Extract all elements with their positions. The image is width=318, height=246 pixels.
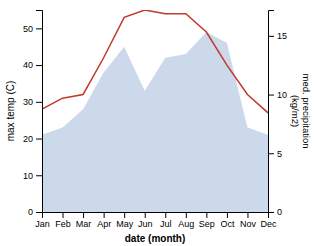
x-axis: Jan Feb Mar Apr May Jun Jul Aug Sep Oct NovDec [35,212,277,229]
tick-mark [227,212,228,218]
tick: 5 [268,149,282,159]
y-axis: 0 10 20 30 40 50 [23,11,43,218]
tick-mark [268,153,274,154]
y-axis-title: max temp (C) [5,81,16,142]
tick-label: 0 [277,207,282,217]
tick-mark [36,212,42,213]
tick-label: Jul [160,219,172,229]
tick-label: Aug [178,219,194,229]
tick-label: Nov [240,219,257,229]
line [42,10,268,113]
tick-mark [268,212,274,213]
marks [42,10,268,212]
tick-label: Jun [138,219,153,229]
tick-mark [63,212,64,218]
tick-mark [124,212,125,218]
tick-label: Apr [97,219,111,229]
tick-mark [83,212,84,218]
y2-axis: 0 5 10 15 [268,11,287,218]
tick-label: 30 [23,97,33,107]
tick: 50 [23,24,42,34]
tick-label: 40 [23,60,33,70]
tick-mark [186,212,187,218]
chart: JanFebMarAprMayJunJulAugSepOctNovDec0102… [0,0,318,246]
tick: 40 [23,60,42,70]
area [42,32,268,212]
tick: Jul [160,212,172,229]
tick-mark [165,212,166,218]
tick-label: Oct [220,219,235,229]
tick-label: 5 [277,149,282,159]
tick-label: Jan [35,219,50,229]
tick: 30 [23,97,42,107]
plot-area: JanFebMarAprMayJunJulAugSepOctNovDec0102… [23,10,287,229]
tick: 10 [268,90,287,100]
tick-mark [36,139,42,140]
tick-label: 0 [28,207,33,217]
tick-mark [206,212,207,218]
tick: Sep [199,212,215,229]
y2-axis-title: med. precipitation(kg/m2) [290,74,312,149]
tick: Aug [178,212,194,229]
tick: Nov [240,212,257,229]
tick-mark [36,28,42,29]
tick: Jan [35,212,50,229]
tick-mark [268,36,274,37]
tick-label: May [116,219,134,229]
tick-mark [36,175,42,176]
tick: 20 [23,134,42,144]
tick: May [116,212,134,229]
tick-label: 50 [23,24,33,34]
tick: 0 [28,207,42,217]
x-axis-title: date (month) [125,233,186,244]
axis-line [269,11,275,213]
tick: 0 [268,207,282,217]
tick: Dec [260,212,277,229]
tick: 15 [268,31,287,41]
tick-label: 10 [23,171,33,181]
axis-line [43,213,269,219]
tick-mark [36,102,42,103]
tick-label: 10 [277,90,287,100]
tick-label: 20 [23,134,33,144]
y2-axis-title-line: med. precipitation [301,74,312,149]
tick-label: Feb [55,219,71,229]
tick-label: Sep [199,219,215,229]
tick-mark [36,65,42,66]
tick: 10 [23,171,42,181]
tick: Jun [138,212,153,229]
y2-axis-title-line: (kg/m2) [290,95,301,127]
axis-line [36,11,43,213]
tick-label: Dec [260,219,277,229]
tick-mark [145,212,146,218]
tick: Apr [97,212,111,229]
tick-mark [268,95,274,96]
tick: Mar [76,212,92,229]
tick-mark [104,212,105,218]
tick-label: 15 [277,31,287,41]
tick-label: Mar [76,219,92,229]
tick-mark [247,212,248,218]
tick: Feb [55,212,71,229]
tick: Oct [220,212,235,229]
